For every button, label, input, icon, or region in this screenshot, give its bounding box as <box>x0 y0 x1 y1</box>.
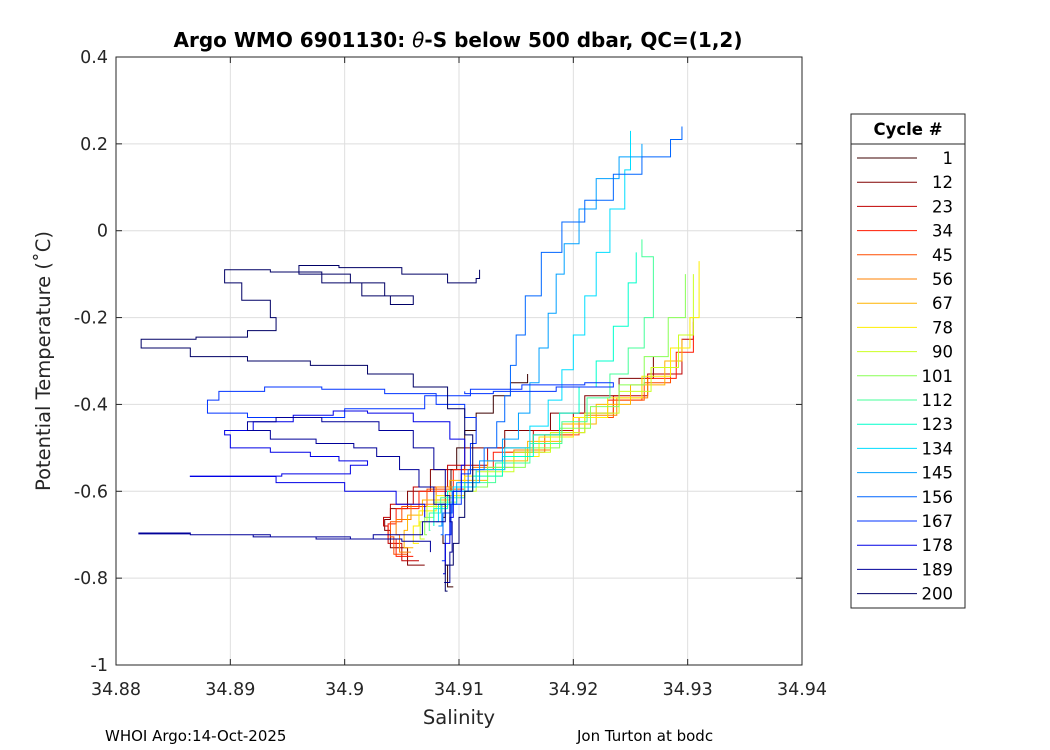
x-tick-label: 34.89 <box>205 680 255 700</box>
y-tick-label: -0.2 <box>74 309 108 329</box>
series-line-18 <box>138 416 453 583</box>
y-tick-label: -1 <box>91 656 108 676</box>
series-line-14 <box>438 143 643 527</box>
legend-entry-label: 123 <box>922 415 954 434</box>
legend-entry-label: 67 <box>932 294 953 313</box>
series-line-16 <box>206 382 614 562</box>
chart-title-prefix: Argo WMO 6901130: <box>174 28 413 52</box>
legend-entry-label: 178 <box>922 536 954 555</box>
legend-entry-label: 34 <box>932 222 953 241</box>
footer-right-credit: Jon Turton at bodc <box>576 727 713 745</box>
legend-entry-label: 1 <box>943 149 954 168</box>
x-tick-label: 34.9 <box>325 680 364 700</box>
legend-title: Cycle # <box>873 120 942 139</box>
legend-entry-label: 189 <box>922 560 954 579</box>
y-tick-label: -0.8 <box>74 569 108 589</box>
series-line-19 <box>140 264 481 592</box>
legend-entry-label: 45 <box>932 246 953 265</box>
legend-entry-label: 200 <box>922 585 954 604</box>
legend-entry-label: 56 <box>932 270 953 289</box>
series-line-10 <box>424 274 686 536</box>
series-line-17 <box>189 410 466 575</box>
chart-title: Argo WMO 6901130: θ-S below 500 dbar, QC… <box>174 28 743 52</box>
series-line-9 <box>419 274 694 540</box>
series-line-11 <box>428 239 654 531</box>
legend-entry-label: 23 <box>932 197 953 216</box>
x-tick-label: 34.93 <box>663 680 713 700</box>
legend-entry-label: 101 <box>922 367 954 386</box>
x-tick-label: 34.91 <box>434 680 484 700</box>
legend-entry-label: 90 <box>932 343 953 362</box>
x-tick-label: 34.92 <box>548 680 598 700</box>
legend-entries: 1122334455667789010111212313414515616717… <box>857 149 953 604</box>
series-line-15 <box>440 126 683 536</box>
legend-entry-label: 78 <box>932 318 953 337</box>
footer-left-credit: WHOI Argo:14-Oct-2025 <box>105 727 286 745</box>
series-line-8 <box>412 261 700 544</box>
y-tick-label: 0 <box>97 222 108 242</box>
x-axis-label: Salinity <box>423 706 495 729</box>
y-tick-label: -0.6 <box>74 482 108 502</box>
legend: Cycle # 11223344556677890101112123134145… <box>850 113 966 609</box>
legend-box <box>850 113 966 609</box>
y-axis-ticks: 0.4 0.2 0 -0.2 -0.4 -0.6 -0.8 -1 <box>74 48 802 676</box>
y-axis-label: Potential Temperature (˚C) <box>32 231 55 491</box>
legend-entry-label: 112 <box>922 391 954 410</box>
x-tick-label: 34.88 <box>91 680 141 700</box>
y-tick-label: 0.4 <box>80 48 108 68</box>
legend-entry-label: 145 <box>922 464 954 483</box>
y-tick-label: -0.4 <box>74 395 108 415</box>
legend-entry-label: 134 <box>922 439 954 458</box>
x-tick-label: 34.94 <box>777 680 827 700</box>
x-axis-ticks: 34.88 34.89 34.9 34.91 34.92 34.93 34.94 <box>91 57 827 700</box>
legend-entry-label: 12 <box>932 173 953 192</box>
data-series <box>138 126 700 592</box>
legend-entry-label: 167 <box>922 512 954 531</box>
y-tick-label: 0.2 <box>80 135 108 155</box>
chart-title-theta: θ <box>412 28 424 52</box>
chart-title-suffix: -S below 500 dbar, QC=(1,2) <box>424 28 742 52</box>
legend-entry-label: 156 <box>922 488 954 507</box>
